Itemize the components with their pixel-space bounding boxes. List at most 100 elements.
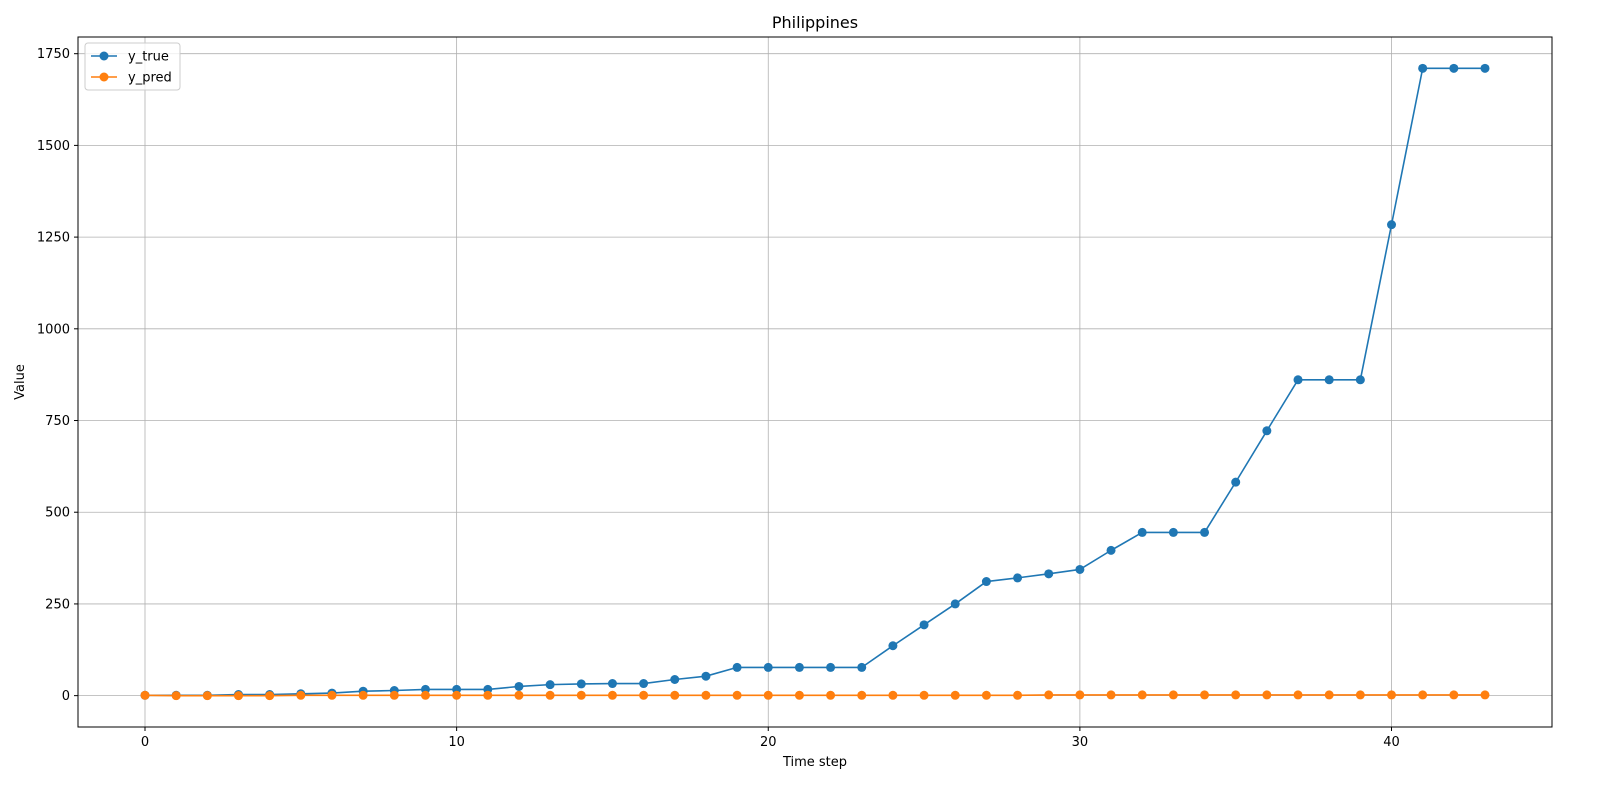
data-point-y_true	[1480, 63, 1490, 73]
data-point-y_pred	[171, 691, 181, 701]
data-point-y_pred	[1075, 690, 1085, 700]
legend-item-y_pred: y_pred	[91, 71, 172, 86]
x-tick-label: 10	[448, 735, 465, 750]
data-point-y_pred	[514, 690, 524, 700]
data-point-y_pred	[1262, 690, 1272, 700]
y-tick-label: 1750	[37, 47, 70, 62]
data-point-y_pred	[1293, 690, 1303, 700]
data-point-y_true	[950, 599, 960, 609]
data-point-y_pred	[1480, 690, 1490, 700]
data-point-y_pred	[826, 690, 836, 700]
data-point-y_pred	[576, 690, 586, 700]
data-point-y_pred	[639, 690, 649, 700]
data-point-y_pred	[857, 690, 867, 700]
data-point-y_pred	[202, 691, 212, 701]
legend-label: y_pred	[128, 71, 172, 86]
data-point-y_pred	[1231, 690, 1241, 700]
data-point-y_pred	[420, 690, 430, 700]
data-point-y_pred	[1044, 690, 1054, 700]
y-tick-label: 1500	[37, 139, 70, 154]
x-axis-ticks: 0 10 20 30 40	[141, 727, 1400, 750]
data-point-y_pred	[1387, 690, 1397, 700]
data-point-y_pred	[358, 690, 368, 700]
data-point-y_pred	[1449, 690, 1459, 700]
data-point-y_true	[981, 577, 991, 587]
data-point-y_pred	[1200, 690, 1210, 700]
data-point-y_true	[1200, 527, 1210, 537]
data-point-y_true	[1418, 63, 1428, 73]
data-point-y_pred	[233, 691, 243, 701]
data-point-y_pred	[1418, 690, 1428, 700]
legend: y_true y_pred	[84, 42, 181, 91]
data-point-y_pred	[763, 690, 773, 700]
data-point-y_true	[1324, 375, 1334, 385]
y-tick-label: 1000	[37, 322, 70, 337]
data-point-y_pred	[607, 690, 617, 700]
data-point-y_pred	[452, 690, 462, 700]
data-point-y_true	[1106, 545, 1116, 555]
data-point-y_pred	[888, 690, 898, 700]
chart-title: Philippines	[772, 13, 858, 32]
data-point-y_true	[1013, 573, 1023, 583]
x-tick-label: 0	[141, 735, 149, 750]
series-y_pred	[140, 690, 1490, 701]
data-point-y_pred	[389, 690, 399, 700]
data-point-y_pred	[1137, 690, 1147, 700]
plot-frame	[77, 36, 1553, 728]
data-point-y_true	[888, 641, 898, 651]
legend-marker	[99, 72, 109, 82]
data-point-y_true	[1293, 375, 1303, 385]
legend-item-y_true: y_true	[91, 50, 169, 65]
legend-box	[84, 42, 181, 91]
data-point-y_pred	[296, 690, 306, 700]
data-point-y_true	[794, 662, 804, 672]
data-point-y_true	[732, 662, 742, 672]
x-tick-label: 40	[1383, 735, 1400, 750]
data-point-y_true	[1355, 375, 1365, 385]
data-point-y_pred	[1106, 690, 1116, 700]
data-point-y_true	[1449, 63, 1459, 73]
x-axis-label: Time step	[782, 755, 847, 770]
data-point-y_pred	[981, 690, 991, 700]
y-axis-ticks: 0 250 500 750 1000 1250 1500 1750	[37, 47, 78, 704]
legend-items: y_true y_pred	[91, 50, 172, 86]
data-point-y_pred	[140, 690, 150, 700]
data-point-y_true	[919, 620, 929, 630]
data-point-y_true	[607, 679, 617, 689]
data-point-y_pred	[732, 690, 742, 700]
data-point-y_true	[576, 679, 586, 689]
data-point-y_true	[670, 674, 680, 684]
data-point-y_true	[1044, 569, 1054, 579]
legend-label: y_true	[128, 50, 169, 65]
data-point-y_pred	[950, 690, 960, 700]
data-point-y_true	[1262, 426, 1272, 436]
y-tick-label: 750	[45, 414, 70, 429]
data-point-y_true	[545, 680, 555, 690]
data-point-y_pred	[265, 691, 275, 701]
y-axis-label: Value	[13, 364, 28, 400]
data-point-y_true	[1387, 220, 1397, 230]
y-tick-label: 250	[45, 597, 70, 612]
series-line-y_true	[145, 67, 1485, 697]
y-tick-label: 1250	[37, 231, 70, 246]
legend-marker	[99, 51, 109, 61]
data-point-y_true	[514, 681, 524, 691]
data-point-y_pred	[545, 690, 555, 700]
data-point-y_true	[639, 679, 649, 689]
data-point-y_pred	[701, 690, 711, 700]
data-point-y_pred	[919, 690, 929, 700]
data-point-y_pred	[327, 690, 337, 700]
data-point-y_true	[763, 662, 773, 672]
data-point-y_true	[701, 671, 711, 681]
series-line-y_pred	[144, 694, 1485, 697]
data-point-y_true	[1075, 564, 1085, 574]
series-layer	[140, 63, 1490, 701]
data-point-y_pred	[1324, 690, 1334, 700]
x-tick-label: 20	[760, 735, 777, 750]
data-point-y_true	[857, 662, 867, 672]
data-point-y_pred	[483, 690, 493, 700]
data-point-y_pred	[1168, 690, 1178, 700]
data-point-y_pred	[670, 690, 680, 700]
